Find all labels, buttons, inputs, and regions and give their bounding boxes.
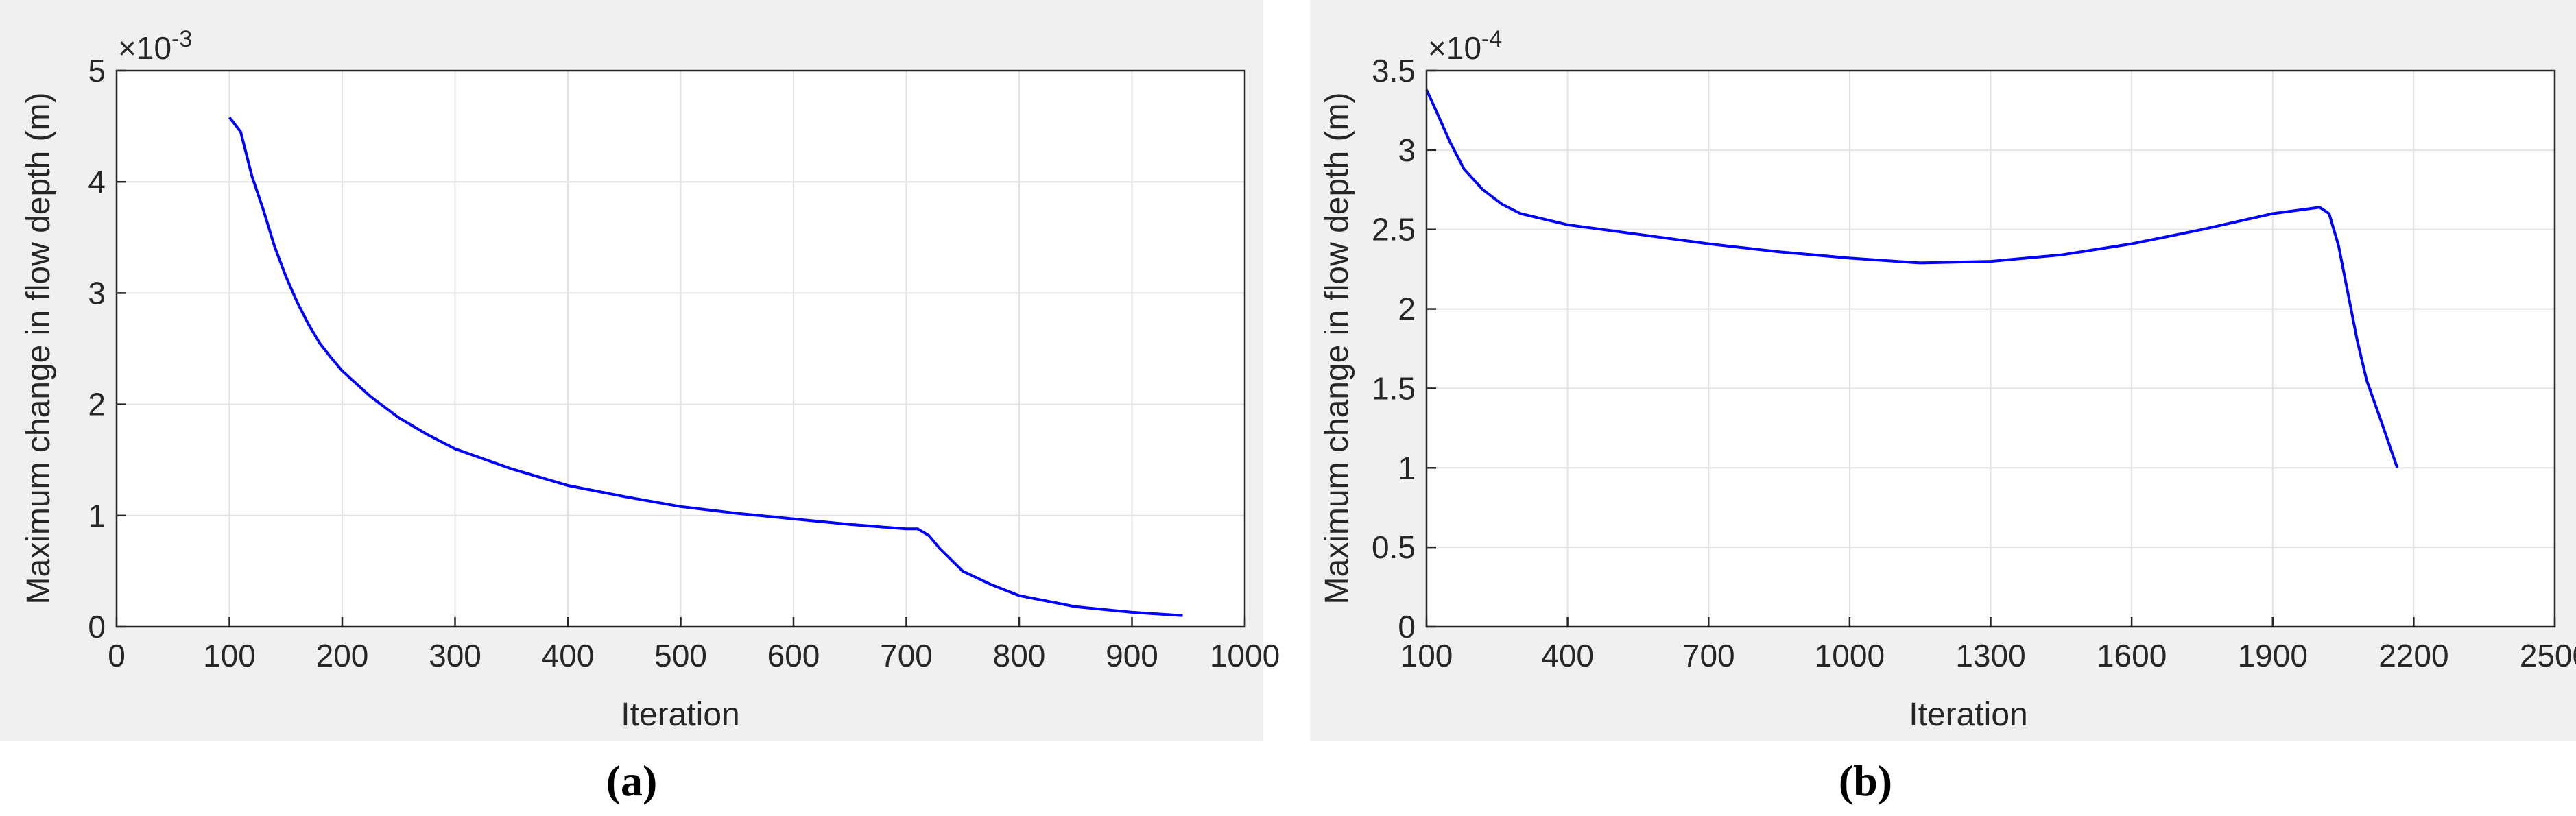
a-x-tick-label: 900 [1106,638,1158,673]
chart-b-y-exponent: ×10-4 [1428,26,1502,66]
b-y-tick-label: 0.5 [1372,529,1416,565]
b-y-tick-label: 1.5 [1372,370,1416,406]
b-x-tick-label: 2200 [2378,638,2448,673]
b-y-tick-label: 1 [1398,450,1416,485]
b-y-tick-label: 0 [1398,609,1416,645]
a-y-tick-label: 5 [88,53,106,88]
a-x-tick-label: 600 [767,638,820,673]
a-x-tick-label: 500 [654,638,707,673]
chart-b-y-ticks: 0 0.5 1 1.5 2 2.5 3 3.5 [1372,53,1436,645]
a-y-tick-label: 2 [88,387,106,422]
chart-a: 0 100 200 300 400 500 600 700 800 900 1000 012345 … [21,26,1280,805]
a-x-tick-label: 400 [542,638,595,673]
chart-a-y-ticks: 0 1 2 3 4 5 [88,53,126,645]
b-x-tick-label: 700 [1682,638,1735,673]
a-x-tick-label: 800 [993,638,1046,673]
b-x-tick-label: 1900 [2238,638,2308,673]
chart-b-grid [1427,71,2555,627]
a-y-tick-label: 1 [88,498,106,533]
chart-b-series-line [1425,88,2399,468]
b-x-tick-label: 400 [1541,638,1594,673]
b-x-tick-label: 1000 [1815,638,1885,673]
a-x-tick-label: 0 [108,638,126,673]
a-x-tick-label: 300 [429,638,481,673]
chart-b-x-axis-title: Iteration [1909,697,2027,733]
b-y-tick-label: 3.5 [1372,53,1416,88]
b-x-tick-label: 100 [1400,638,1453,673]
chart-a-grid [117,71,1245,627]
a-x-tick-label: 1000 [1210,638,1280,673]
b-x-tick-label: 1300 [1955,638,2025,673]
a-y-tick-label: 3 [88,275,106,311]
chart-b-y-axis-title: Maximum change in flow depth (m) [1319,93,1355,605]
a-y-tick-label: 4 [88,164,106,200]
b-y-tick-label: 3 [1398,132,1416,168]
b-y-tick-label: 2 [1398,291,1416,327]
chart-b-caption: (b) [1839,756,1892,805]
b-x-tick-label: 1600 [2097,638,2167,673]
chart-a-axes-box [115,69,1246,628]
chart-b-axes-box [1425,69,2556,628]
b-y-tick-label: 2.5 [1372,212,1416,248]
a-x-tick-label: 100 [203,638,256,673]
chart-a-series-line [228,116,1183,617]
a-x-tick-label: 700 [880,638,933,673]
chart-a-y-exponent: ×10-3 [118,26,192,66]
a-x-tick-label: 200 [316,638,369,673]
chart-a-y-axis-title: Maximum change in flow depth (m) [21,93,57,605]
a-y-tick-label: 0 [88,609,106,645]
chart-a-x-axis-title: Iteration [621,697,739,733]
chart-a-caption: (a) [606,756,658,805]
